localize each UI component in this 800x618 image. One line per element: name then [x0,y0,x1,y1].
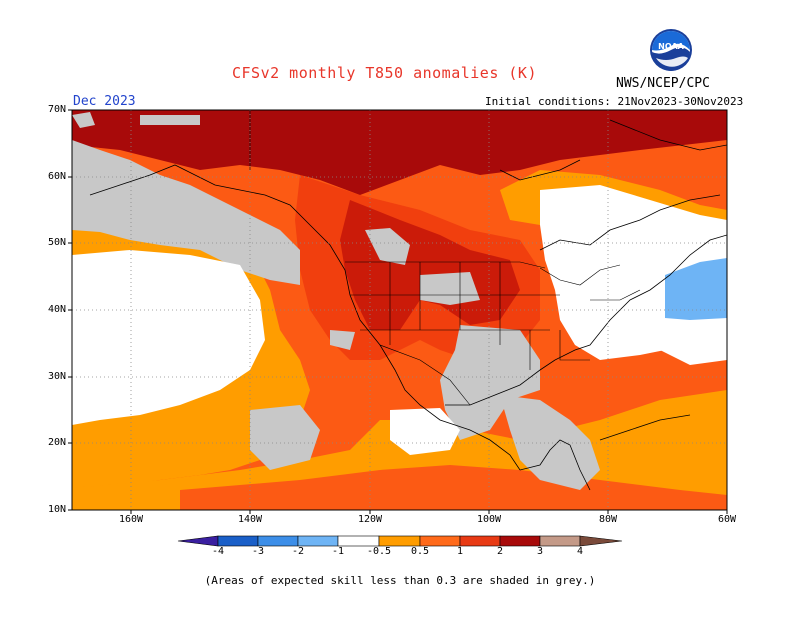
colorbar-tick-label: 4 [576,546,584,557]
colorbar-tick-label: -2 [291,546,305,557]
colorbar-tick-label: -0.5 [366,546,392,557]
lat-label: 60N [47,171,66,182]
lat-label: 40N [47,304,66,315]
low-skill-region [140,115,200,125]
noaa-logo-text: NOAA [658,42,684,51]
anomaly-patch [180,465,727,510]
lat-label: 20N [47,437,66,448]
colorbar-tick-label: -3 [251,546,265,557]
near-normal-region [390,408,460,455]
colorbar [177,535,623,547]
noaa-logo: NOAA [650,29,692,71]
low-skill-region [250,405,320,470]
colorbar-swatch [217,535,259,547]
colorbar-arrow-right [579,535,623,547]
low-skill-region [330,330,355,350]
colorbar-arrow-left [177,535,219,547]
lat-label: 10N [47,504,66,515]
month-label: Dec 2023 [73,94,136,109]
colorbar-swatch [499,535,541,547]
colorbar-swatch [257,535,299,547]
colorbar-tick-label: 3 [536,546,544,557]
lat-label: 30N [47,371,66,382]
colorbar-swatch [539,535,581,547]
near-normal-region [72,250,265,425]
initial-conditions-label: Initial conditions: 21Nov2023-30Nov2023 [485,95,744,108]
low-skill-region [500,395,600,490]
lat-label: 70N [47,104,66,115]
lon-label: 140W [237,514,263,525]
cold-anomaly-region [665,258,727,320]
colorbar-tick-label: 1 [456,546,464,557]
political-borders [249,110,641,406]
lon-label: 60W [717,514,737,525]
colorbar-swatch [419,535,461,547]
low-skill-region [365,228,410,265]
lat-label: 50N [47,237,66,248]
low-skill-region [72,140,300,285]
colorbar-swatch [459,535,501,547]
org-label: NWS/NCEP/CPC [616,76,710,91]
colorbar-swatch [378,535,421,547]
axis-ticks [68,109,728,514]
footnote: (Areas of expected skill less than 0.3 a… [204,574,596,587]
colorbar-tick-label: 0.5 [410,546,430,557]
lon-label: 120W [357,514,383,525]
colorbar-tick-label: 2 [496,546,504,557]
lon-label: 160W [118,514,144,525]
map-title: CFSv2 monthly T850 anomalies (K) [232,64,537,82]
lon-label: 100W [476,514,502,525]
coastlines [89,119,727,491]
low-skill-region [440,325,540,440]
near-normal-region [640,320,727,365]
colorbar-tick-label: -4 [211,546,225,557]
lon-label: 80W [598,514,618,525]
colorbar-swatch [297,535,339,547]
low-skill-region [72,112,95,128]
low-skill-region [420,272,480,305]
colorbar-tick-label: -1 [331,546,345,557]
anomaly-patch [72,110,727,195]
colorbar-swatch [337,535,380,547]
gridlines [72,110,727,510]
anomaly-patch [295,175,540,360]
